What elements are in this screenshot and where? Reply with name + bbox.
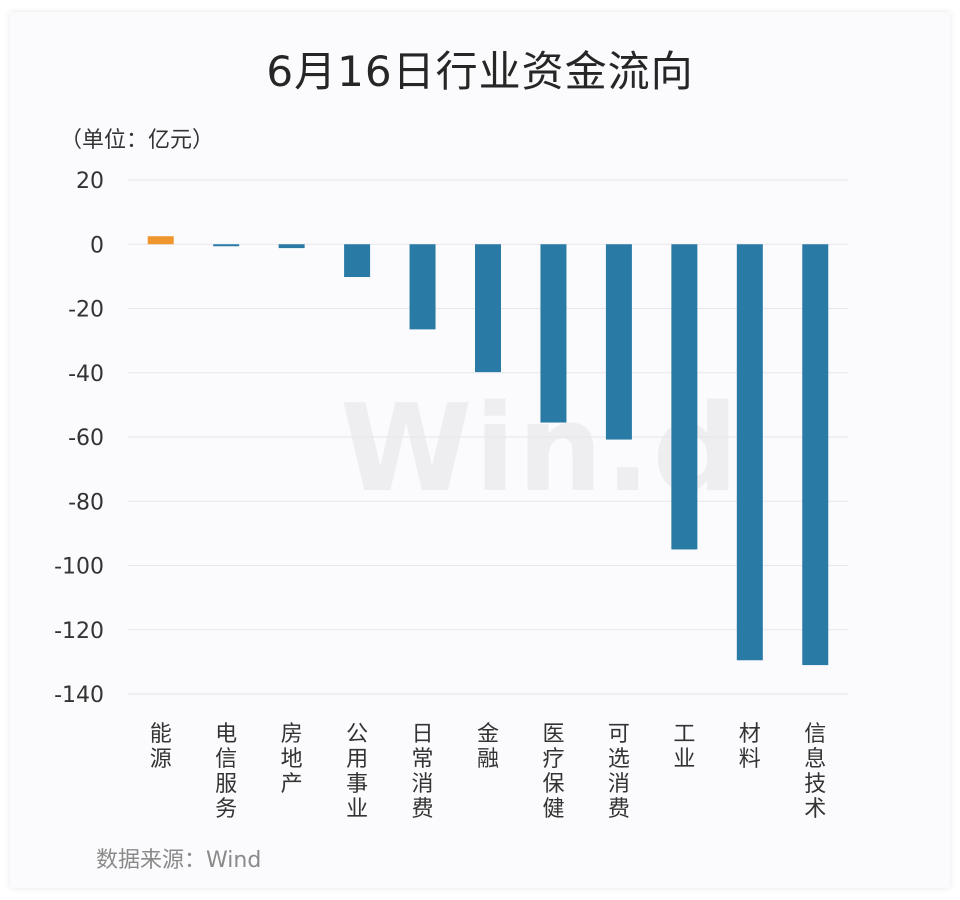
y-tick-label: -60	[68, 426, 104, 451]
y-tick-label: -20	[68, 298, 104, 323]
x-category-label: 房地产	[281, 722, 303, 797]
bar-1	[147, 236, 174, 245]
chart-title: 6月16日行业资金流向	[266, 47, 694, 96]
y-axis-ticks: 20 0 -20 -40 -60 -80 -100 -120 -140	[54, 169, 104, 708]
x-category-label: 公用事业	[346, 722, 368, 822]
x-category-label: 电信服务	[215, 722, 237, 822]
bar-7	[540, 244, 567, 423]
bar-5	[409, 244, 436, 330]
x-category-label: 材料	[739, 722, 761, 772]
bar-9	[671, 244, 698, 550]
bar-6	[475, 244, 501, 373]
x-category-label: 可选消费	[608, 722, 630, 822]
y-tick-label: -40	[68, 362, 104, 387]
x-category-label: 能源	[150, 722, 172, 772]
bar-11	[802, 244, 829, 666]
y-tick-label: 20	[76, 169, 104, 194]
y-tick-label: 0	[90, 233, 104, 258]
bars	[147, 236, 829, 666]
y-tick-label: -80	[68, 490, 104, 515]
unit-label: （单位：亿元）	[60, 128, 215, 153]
x-category-label: 工业	[673, 722, 695, 772]
y-tick-label: -140	[54, 683, 104, 708]
y-tick-label: -120	[54, 619, 104, 644]
y-tick-label: -100	[54, 555, 104, 580]
bar-3	[278, 244, 305, 249]
bar-8	[605, 244, 632, 440]
chart-card	[10, 12, 950, 888]
x-category-label: 金融	[477, 722, 499, 772]
bar-10	[736, 244, 763, 661]
x-category-label: 信息技术	[804, 722, 826, 822]
x-category-label: 医疗保健	[542, 722, 564, 822]
bar-4	[344, 244, 371, 278]
data-source: 数据来源：Wind	[96, 848, 262, 873]
bar-2	[213, 244, 240, 247]
x-category-label: 日常消费	[412, 722, 434, 822]
